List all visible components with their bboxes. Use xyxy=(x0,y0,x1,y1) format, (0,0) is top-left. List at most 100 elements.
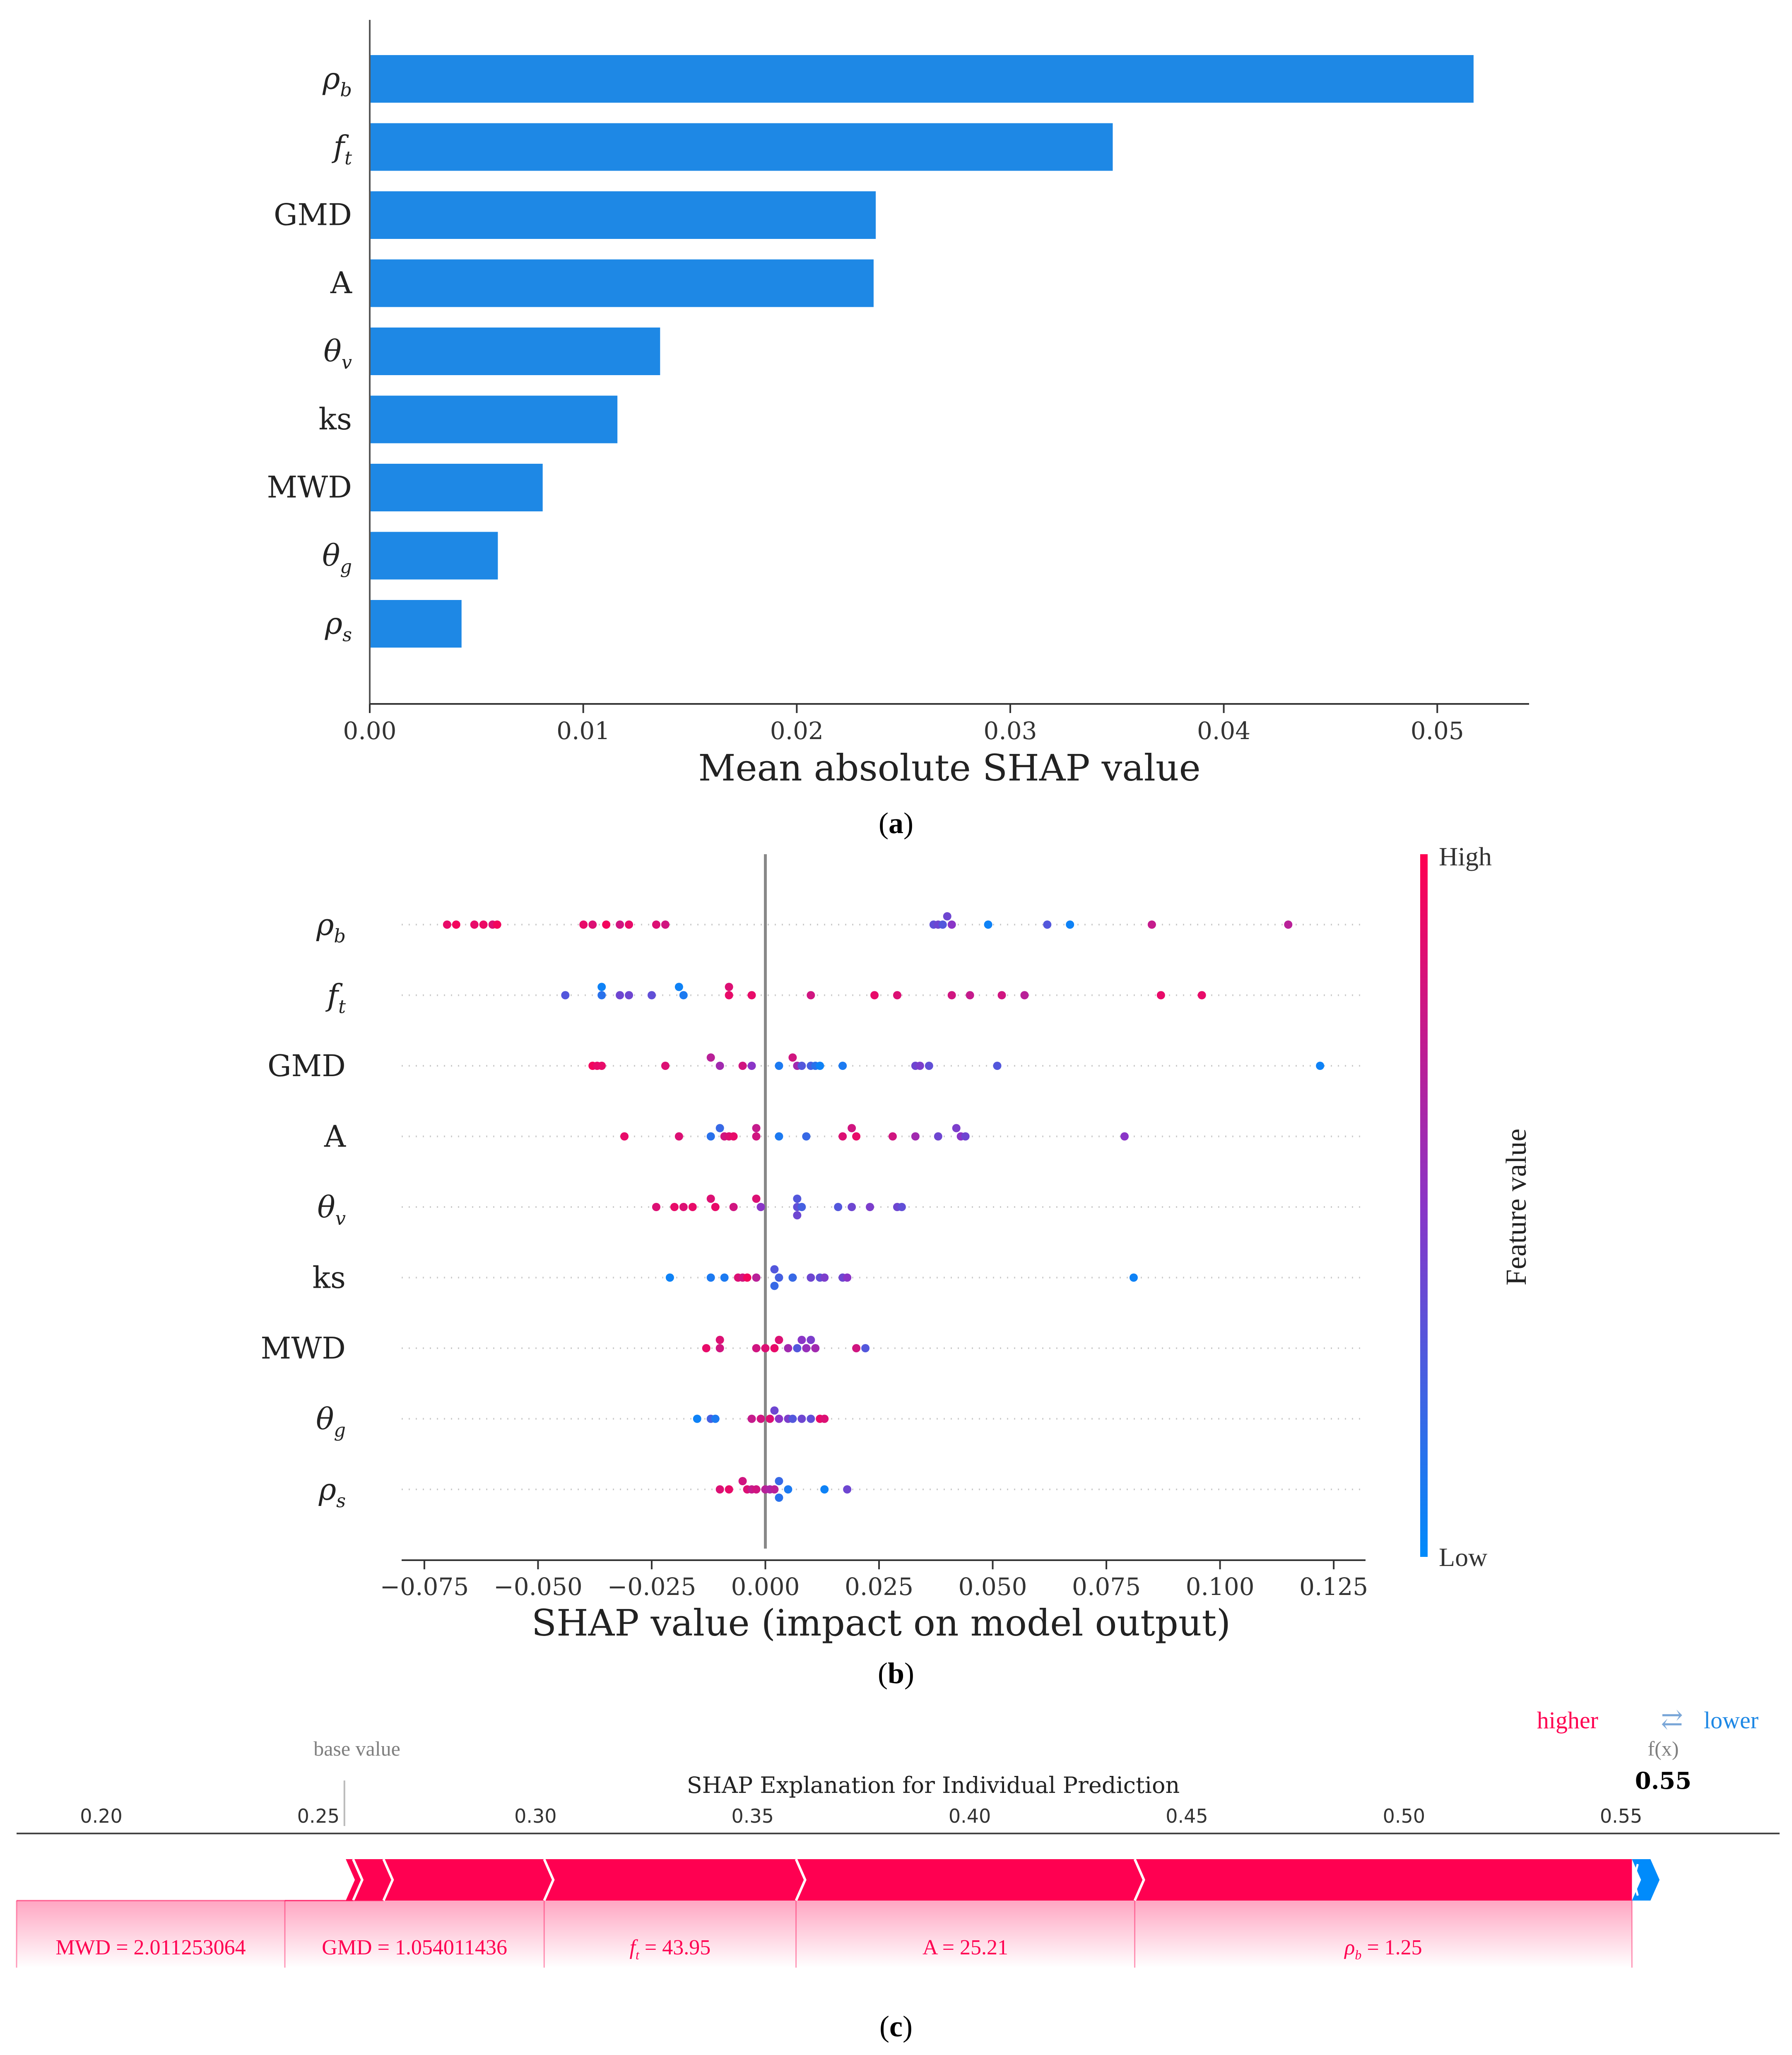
b-point-3-1 xyxy=(674,1132,683,1141)
b-point-5-0 xyxy=(665,1273,674,1282)
a-bar-8 xyxy=(370,600,462,648)
b-point-4-12 xyxy=(793,1211,802,1219)
c-feature-label-0: MWD = 2.011253064 xyxy=(55,1936,246,1959)
b-point-2-15 xyxy=(838,1062,847,1070)
b-point-2-19 xyxy=(993,1062,1002,1070)
b-point-3-11 xyxy=(838,1132,847,1141)
c-feature-label-1: GMD = 1.054011436 xyxy=(322,1936,507,1959)
b-point-7-10 xyxy=(797,1414,806,1423)
b-point-1-8 xyxy=(725,983,733,991)
b-point-5-10 xyxy=(788,1273,797,1282)
b-tick-label-2: −0.025 xyxy=(607,1573,696,1601)
b-feature-label-8-main: ρ xyxy=(318,1472,336,1507)
b-feature-label-1-sub: t xyxy=(338,996,346,1018)
b-point-0-9 xyxy=(616,920,624,929)
b-feature-label-4-main: θ xyxy=(317,1190,335,1224)
b-point-3-17 xyxy=(952,1124,961,1132)
b-point-2-11 xyxy=(797,1062,806,1070)
b-point-0-8 xyxy=(602,920,611,929)
c-feature-label-4-sub: b xyxy=(1355,1947,1361,1962)
b-point-5-2 xyxy=(720,1273,729,1282)
b-point-2-9 xyxy=(788,1053,797,1062)
b-tick-label-0: −0.075 xyxy=(380,1573,469,1601)
b-point-1-14 xyxy=(947,991,956,1000)
b-point-5-16 xyxy=(1129,1273,1138,1282)
panel-label-a: (a) xyxy=(879,807,913,840)
c-tick-label-6: 0.50 xyxy=(1383,1805,1425,1827)
b-point-8-11 xyxy=(784,1485,792,1494)
c-feature-label-4-main: ρ xyxy=(1344,1936,1355,1959)
b-point-0-5 xyxy=(493,920,501,929)
c-tick-label-3: 0.35 xyxy=(731,1805,773,1827)
c-feature-label-4: ρb = 1.25 xyxy=(1344,1936,1422,1962)
b-point-7-13 xyxy=(820,1414,829,1423)
b-feature-label-4-sub: v xyxy=(335,1208,346,1229)
c-segment-chevron-0 xyxy=(343,1858,355,1901)
a-bar-3 xyxy=(370,259,874,307)
b-point-6-3 xyxy=(752,1344,761,1352)
b-point-3-19 xyxy=(961,1132,970,1141)
b-point-0-2 xyxy=(470,920,479,929)
b-point-1-12 xyxy=(870,991,879,1000)
a-x-axis-title: Mean absolute SHAP value xyxy=(698,747,1200,789)
b-point-7-3 xyxy=(747,1414,756,1423)
b-point-0-3 xyxy=(479,920,488,929)
c-negative-chevron xyxy=(1632,1864,1639,1896)
b-point-4-11 xyxy=(797,1203,806,1211)
b-point-7-4 xyxy=(756,1414,765,1423)
b-point-1-0 xyxy=(561,991,570,1000)
b-point-4-15 xyxy=(866,1203,874,1211)
c-tick-label-0: 0.20 xyxy=(80,1805,122,1827)
b-point-1-11 xyxy=(807,991,815,1000)
c-feature-label-3: A = 25.21 xyxy=(922,1936,1008,1959)
colorbar-low-label: Low xyxy=(1439,1542,1487,1572)
b-point-3-15 xyxy=(911,1132,920,1141)
a-feature-label-6: MWD xyxy=(267,470,352,505)
a-feature-label-5: ks xyxy=(318,402,352,436)
b-point-4-4 xyxy=(706,1195,715,1203)
b-point-1-16 xyxy=(997,991,1006,1000)
fx-value: 0.55 xyxy=(1635,1767,1691,1795)
b-point-3-20 xyxy=(1120,1132,1129,1141)
c-tick-label-4: 0.40 xyxy=(949,1805,991,1827)
b-point-3-3 xyxy=(715,1124,724,1132)
b-point-6-4 xyxy=(761,1344,770,1352)
a-bar-1 xyxy=(370,123,1113,171)
b-point-6-5 xyxy=(770,1344,779,1352)
b-point-8-9 xyxy=(775,1477,783,1485)
a-feature-label-8-main: ρ xyxy=(325,606,342,641)
b-point-5-11 xyxy=(807,1273,815,1282)
b-feature-label-6: MWD xyxy=(261,1331,346,1366)
b-point-5-13 xyxy=(820,1273,829,1282)
c-segment-chevron-2 xyxy=(382,1858,394,1901)
b-point-2-20 xyxy=(1316,1062,1325,1070)
b-point-4-3 xyxy=(688,1203,697,1211)
b-point-6-12 xyxy=(811,1344,820,1352)
base-value-label: base value xyxy=(313,1737,400,1760)
b-point-3-10 xyxy=(802,1132,811,1141)
b-point-0-17 xyxy=(947,920,956,929)
b-point-1-7 xyxy=(679,991,688,1000)
c-label-fade-1 xyxy=(285,1901,544,1968)
b-point-3-9 xyxy=(775,1132,783,1141)
b-feature-label-1: ft xyxy=(325,978,346,1018)
a-feature-label-4-sub: v xyxy=(342,352,352,373)
b-point-2-6 xyxy=(738,1062,747,1070)
b-point-0-20 xyxy=(1066,920,1074,929)
a-feature-label-1-sub: t xyxy=(344,147,352,169)
b-tick-label-6: 0.075 xyxy=(1072,1573,1141,1601)
b-point-4-13 xyxy=(834,1203,843,1211)
b-point-6-13 xyxy=(852,1344,861,1352)
b-point-0-0 xyxy=(443,920,451,929)
c-feature-label-2-value: = 43.95 xyxy=(639,1936,711,1959)
a-bar-4 xyxy=(370,328,660,375)
a-bar-6 xyxy=(370,464,543,511)
b-feature-label-7-sub: g xyxy=(334,1420,346,1441)
a-feature-label-1: ft xyxy=(331,129,352,169)
b-point-1-9 xyxy=(725,991,733,1000)
c-negative-bar xyxy=(1632,1859,1660,1901)
colorbar xyxy=(1420,854,1428,1557)
c-label-fade-3 xyxy=(796,1901,1135,1968)
